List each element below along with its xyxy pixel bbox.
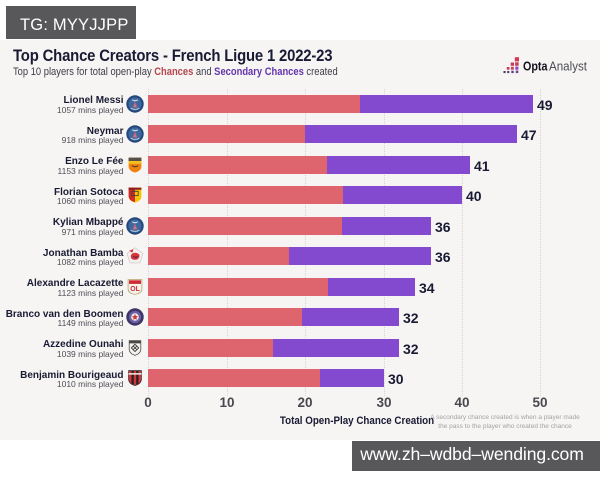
svg-text:Opta: Opta (523, 59, 548, 74)
svg-text:OL: OL (130, 285, 140, 292)
svg-text:Analyst: Analyst (549, 59, 587, 74)
